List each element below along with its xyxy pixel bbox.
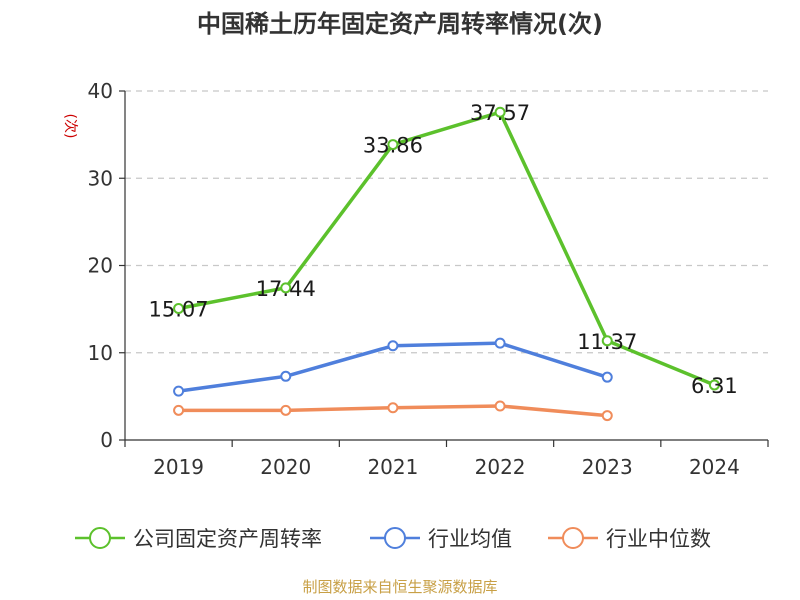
data-point xyxy=(708,379,720,391)
x-tick-label: 2024 xyxy=(689,455,740,479)
series-0 xyxy=(173,106,720,391)
data-point xyxy=(494,337,506,349)
legend-label: 行业中位数 xyxy=(606,527,711,551)
data-label: 11.37 xyxy=(577,330,637,354)
chart-title: 中国稀土历年固定资产周转率情况(次) xyxy=(197,10,603,38)
legend-label: 行业均值 xyxy=(428,527,512,551)
data-point xyxy=(387,139,399,151)
legend-item: 行业均值 xyxy=(370,527,512,551)
data-point xyxy=(387,340,399,352)
x-tick-label: 2020 xyxy=(260,455,311,479)
data-label: 15.07 xyxy=(149,298,209,322)
data-label: 33.86 xyxy=(363,134,423,158)
data-label: 17.44 xyxy=(256,277,316,301)
legend-marker xyxy=(89,527,111,549)
series-line xyxy=(178,110,716,387)
y-tick-label: 40 xyxy=(88,79,113,103)
y-tick-labels: 0 10 20 30 40 xyxy=(88,79,113,452)
legend-marker xyxy=(562,527,584,549)
x-tick-labels: 2019 2020 2021 2022 2023 2024 xyxy=(153,455,740,479)
source-note: 制图数据来自恒生聚源数据库 xyxy=(302,578,497,596)
data-labels: 15.07 17.44 33.86 37.57 11.37 6.31 xyxy=(149,101,738,398)
data-label: 37.57 xyxy=(470,101,530,125)
legend: 公司固定资产周转率 行业均值 行业中位数 xyxy=(75,527,711,551)
data-point xyxy=(173,303,185,315)
axes xyxy=(119,90,769,447)
data-point xyxy=(280,404,292,416)
x-tick-label: 2019 xyxy=(153,455,204,479)
legend-label: 公司固定资产周转率 xyxy=(133,527,322,551)
data-point xyxy=(173,404,185,416)
series-1 xyxy=(173,337,613,397)
y-tick-label: 0 xyxy=(100,428,113,452)
x-tick-label: 2023 xyxy=(582,455,633,479)
data-point xyxy=(601,410,613,422)
y-axis-label: (次) xyxy=(62,114,78,139)
data-point xyxy=(601,371,613,383)
data-point xyxy=(280,370,292,382)
data-point xyxy=(173,385,185,397)
data-point xyxy=(494,106,506,118)
x-tick-label: 2021 xyxy=(367,455,418,479)
x-tick-label: 2022 xyxy=(475,455,526,479)
data-point xyxy=(494,400,506,412)
data-label: 6.31 xyxy=(691,374,738,398)
data-point xyxy=(280,282,292,294)
data-point xyxy=(387,402,399,414)
series-lines xyxy=(173,106,720,422)
y-tick-label: 30 xyxy=(88,166,113,190)
legend-item: 行业中位数 xyxy=(548,527,711,551)
y-tick-label: 10 xyxy=(88,341,113,365)
legend-marker xyxy=(384,527,406,549)
legend-item: 公司固定资产周转率 xyxy=(75,527,322,551)
y-tick-label: 20 xyxy=(88,254,113,278)
grid-lines xyxy=(125,90,768,354)
series-2 xyxy=(173,400,613,422)
data-point xyxy=(601,335,613,347)
